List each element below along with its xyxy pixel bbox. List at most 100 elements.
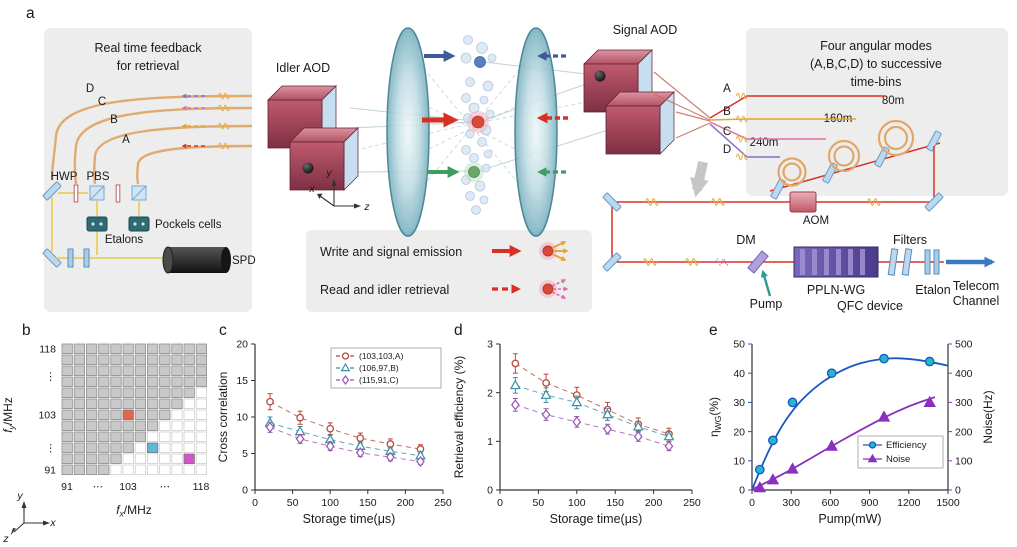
axes-glyph-b [10,501,50,536]
y-axis-label: Retrieval efficiency (%) [452,356,466,478]
grid-cell [134,365,146,377]
grid-cell [110,343,122,355]
y-tick: ⋮ [46,443,57,455]
x-tick: 250 [434,497,452,509]
grid-cell [86,431,98,443]
y-tick-right: 200 [955,426,973,438]
panel-label-b: b [22,322,31,339]
label-idler-aod: Idler AOD [276,61,330,75]
grid-cell [98,376,110,388]
label-filters: Filters [893,233,927,247]
grid-cell [61,343,73,355]
grid-cell [171,409,183,421]
x-tick: 100 [568,497,586,509]
grid-cell [195,398,207,410]
hwp-plate-icon [73,184,79,203]
grid-cell [110,420,122,432]
grid-cell [86,343,98,355]
y-tick: 20 [733,426,745,438]
pbs-cube-icon [131,185,147,201]
y-tick: 10 [733,456,745,468]
label-hwp: HWP [51,171,78,183]
grid-cell [122,354,134,366]
atom-blue [474,56,486,68]
grid-cell [183,431,195,443]
x-tick: 50 [287,497,299,509]
grid-cell [134,453,146,465]
label-signal-aod: Signal AOD [613,23,678,37]
y-axis-label: ηWG(%) [707,397,723,437]
chart-e-plot: 0 300 600 900 1200 15000102030405001002003004… [707,339,995,526]
grid-cell [146,431,159,443]
label-qfc-device: QFC device [837,299,903,313]
y-axis-label-right: Noise(Hz) [981,390,995,443]
pump-arrow-icon [760,269,772,297]
x-tick: 300 [782,497,800,509]
mode-label-D: D [86,83,94,95]
feedback-box-bg [44,28,252,312]
grid-cell [171,343,183,355]
grid-cell [159,354,171,366]
grid-cell [183,343,195,355]
grid-cell [98,354,110,366]
label-pbs: PBS [86,171,109,183]
grid-cell [61,354,73,366]
grid-cell [110,431,122,443]
grid-cell [98,464,110,476]
y-tick: 10 [236,412,248,424]
chart-e-legend: Efficiency Noise [857,435,944,469]
x-tick: ⋯ [93,481,104,493]
grid-cell [146,365,159,377]
grid-cell [73,409,85,421]
panel-label-a: a [26,5,35,22]
grid-cell [146,453,159,465]
mode-output-lines [709,92,886,161]
grid-cell [134,376,146,388]
chart-e-series-0 [751,353,949,491]
x-tick: 50 [533,497,545,509]
label-spd: SPD [232,255,256,267]
grid-cell [195,343,207,355]
y-tick: 91 [44,465,56,477]
grid-cell [86,398,98,410]
chart-c-series-2 [265,421,425,468]
grid-cell [159,464,171,476]
panel-a-setup-diagram: a Real time feedback for retrieval D C B… [26,5,1008,313]
x-tick: 100 [321,497,339,509]
grid-cell [183,387,195,399]
feedback-title-line1: Real time feedback [94,41,202,55]
signal-aod [583,49,675,155]
fiber-spool-80m [877,119,915,157]
y-tick: 2 [487,387,493,399]
legend-read-label: Read and idler retrieval [320,283,449,297]
grid-cell [110,376,122,388]
panel-b-frequency-grid: b 118 ⋮ 103 ⋮ 91 91 ⋯ 103 ⋯ 118 fy/MHz f… [1,322,210,545]
grid-cell [171,365,183,377]
x-axis-label: Storage time(μs) [550,512,643,526]
legend-write-label: Write and signal emission [320,245,462,259]
grid-cell [122,376,134,388]
grid-cell [73,354,85,366]
grid-cell [73,343,85,355]
grid-y-ticks: 118 ⋮ 103 ⋮ 91 [38,344,56,477]
y-tick: 20 [236,339,248,351]
x-tick: 250 [683,497,701,509]
grid-cell [86,376,98,388]
axis-x-label: x [49,517,56,529]
grid-cell [195,431,207,443]
grid-cell [134,398,146,410]
grid-cell [146,420,159,432]
chart-e-series-1 [751,395,936,493]
grid-cell [159,387,171,399]
grid-cell [146,376,159,388]
grid-cell [171,453,183,465]
grid-cell [159,442,171,454]
grid-cell [61,387,73,399]
grid-cell [110,365,122,377]
grid-cell [146,343,159,355]
timebin-box-bg [746,28,1008,196]
mode-frequency-grid [61,343,207,476]
grid-cell [110,464,122,476]
grid-cell [86,354,98,366]
